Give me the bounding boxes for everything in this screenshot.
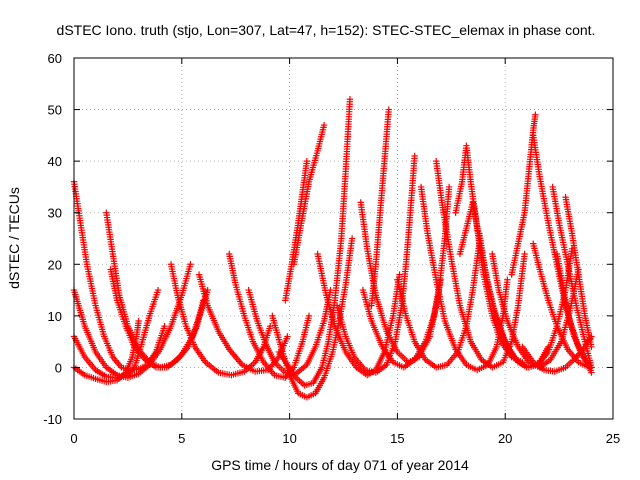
y-tick-label: 20 [48, 257, 62, 272]
data-series [368, 106, 392, 309]
data-point [346, 96, 354, 103]
data-point [348, 235, 356, 242]
data-point [161, 322, 168, 330]
x-tick-label: 0 [70, 431, 77, 446]
data-point [588, 333, 595, 340]
y-tick-labels: -10 0 10 20 30 40 50 60 [43, 51, 62, 427]
y-axis-label: dSTEC / TECUs [6, 187, 22, 289]
data-point [204, 286, 211, 294]
y-tick-label: 0 [55, 360, 62, 375]
data-point [411, 152, 418, 160]
data-series [549, 183, 595, 371]
data-series [530, 240, 593, 371]
data-series [394, 240, 483, 371]
data-series [562, 194, 595, 350]
data-point [154, 286, 162, 294]
data-point [284, 333, 291, 340]
x-tick-label: 25 [606, 431, 620, 446]
x-tick-label: 5 [178, 431, 185, 446]
data-point [504, 276, 511, 283]
axis-ticks [73, 57, 614, 420]
y-tick-label: 10 [48, 309, 62, 324]
data-series [530, 132, 595, 371]
y-tick-label: -10 [43, 412, 62, 427]
data-point [135, 317, 142, 325]
chart-title: dSTEC Iono. truth (stjo, Lon=307, Lat=47… [57, 22, 596, 38]
data-point [588, 343, 595, 350]
data-series [226, 250, 313, 381]
data-point [303, 157, 311, 165]
data-point [266, 322, 274, 330]
data-point [187, 261, 194, 268]
y-tick-label: 40 [48, 154, 62, 169]
x-tick-label: 15 [390, 431, 404, 446]
data-series [107, 266, 207, 371]
x-tick-label: 10 [282, 431, 296, 446]
data-point [588, 369, 595, 376]
y-tick-label: 60 [48, 51, 62, 66]
data-points [70, 96, 595, 401]
data-point [320, 121, 328, 129]
x-tick-labels: 0 5 10 15 20 25 [70, 431, 620, 446]
data-series [417, 183, 511, 374]
plot-frame [73, 57, 614, 420]
data-point [396, 271, 403, 278]
x-tick-label: 20 [498, 431, 512, 446]
x-axis-label: GPS time / hours of day 071 of year 2014 [211, 457, 469, 473]
data-series [290, 121, 328, 268]
data-point [445, 183, 453, 191]
data-series [519, 333, 595, 375]
y-tick-label: 30 [48, 206, 62, 221]
data-series [282, 157, 311, 304]
y-tick-label: 50 [48, 103, 62, 118]
data-series [245, 286, 334, 377]
data-point [385, 106, 392, 113]
data-series [553, 250, 595, 376]
data-point [521, 250, 528, 258]
data-point [305, 312, 313, 320]
data-point [532, 111, 539, 118]
data-series [167, 261, 274, 379]
